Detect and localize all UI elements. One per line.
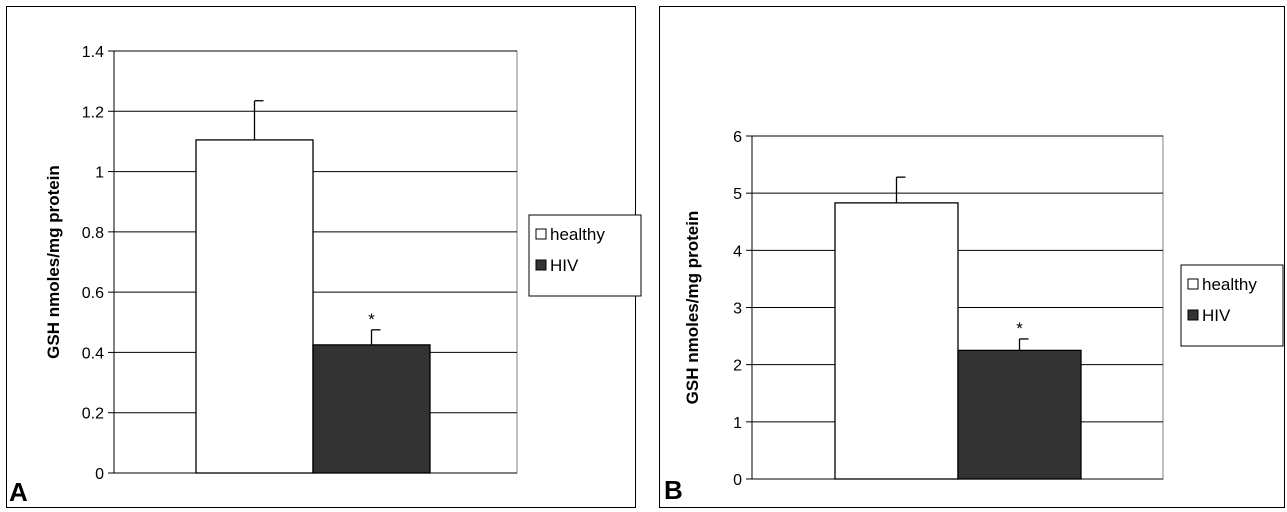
legend-label-hiv: HIV [550, 256, 579, 275]
y-tick-label: 1 [95, 165, 104, 182]
y-tick-label: 1 [733, 415, 742, 432]
y-tick-label: 6 [733, 129, 742, 146]
significance-marker: * [368, 310, 375, 329]
y-tick-label: 5 [733, 186, 742, 203]
chart-a-svg: 0 0.2 0.4 0.6 0.8 1 1.2 1.4 * GSH nmoles/mg prote… [9, 44, 642, 507]
bar-hiv [957, 349, 1082, 480]
y-tick-label: 0.6 [82, 285, 104, 302]
legend-label-hiv: HIV [1202, 306, 1231, 325]
legend-swatch-hiv [535, 259, 547, 271]
y-tick-label: 0 [733, 472, 742, 489]
y-tick-label: 3 [733, 301, 742, 318]
legend-label-healthy: healthy [550, 225, 605, 244]
y-axis-label: GSH nmoles/mg protein [683, 211, 702, 405]
y-tick-label: 2 [733, 358, 742, 375]
legend-box [528, 214, 642, 297]
bar-healthy [195, 139, 314, 474]
chart-panel-a: 0 0.2 0.4 0.6 0.8 1 1.2 1.4 * GSH nmoles/mg prote… [6, 6, 642, 508]
y-tick-label: 0.4 [82, 345, 104, 362]
y-tick-label: 0.2 [82, 406, 104, 423]
legend-swatch-healthy [535, 228, 547, 240]
y-tick-label: 1.4 [82, 44, 104, 61]
y-tick-label: 1.2 [82, 104, 104, 121]
legend-swatch-healthy [1187, 278, 1199, 290]
y-tick-label: 0.8 [82, 225, 104, 242]
bar-healthy [834, 202, 959, 480]
y-tick-label: 4 [733, 243, 742, 260]
bar-hiv [312, 344, 431, 474]
panel-letter: B [664, 475, 683, 505]
y-axis-label: GSH nmoles/mg protein [44, 165, 63, 359]
significance-marker: * [1016, 319, 1023, 338]
legend-swatch-hiv [1187, 309, 1199, 321]
legend-label-healthy: healthy [1202, 275, 1257, 294]
panel-letter: A [9, 477, 28, 507]
y-tick-label: 0 [95, 466, 104, 483]
